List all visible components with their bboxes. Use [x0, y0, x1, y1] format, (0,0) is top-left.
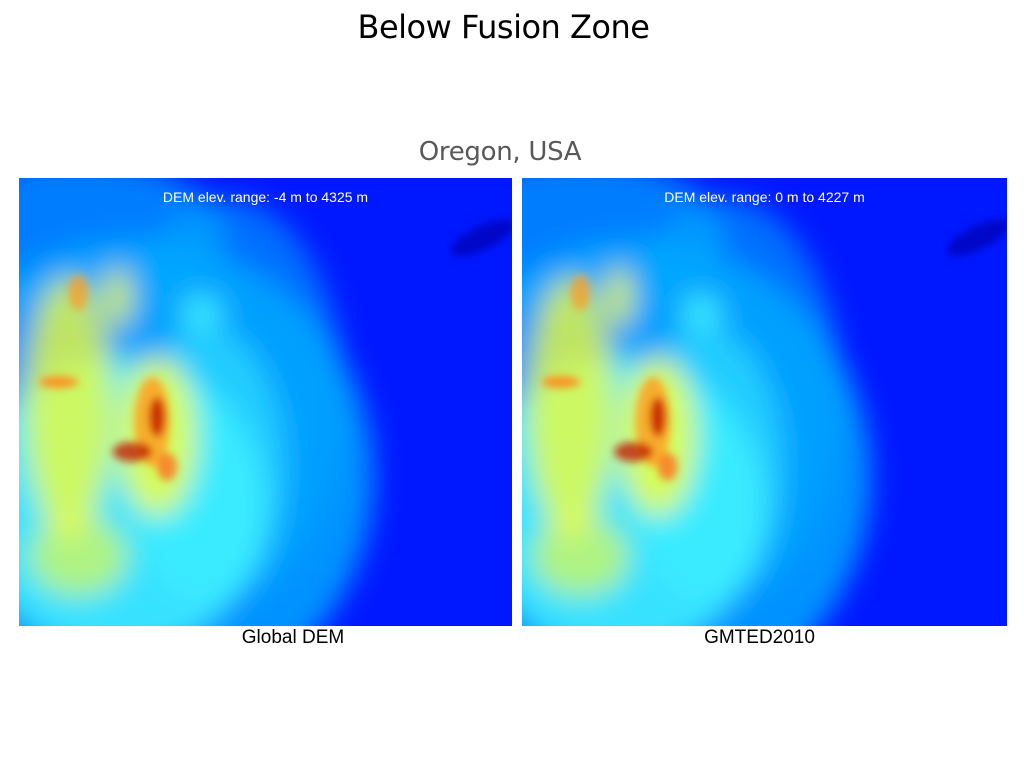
elevation-range-label: DEM elev. range: 0 m to 4227 m [664, 189, 865, 205]
panel-caption-global-dem: Global DEM [241, 627, 345, 648]
slide-title: Below Fusion Zone [357, 8, 650, 46]
slide-subtitle: Oregon, USA [418, 137, 582, 167]
elevation-map-global-dem [19, 178, 512, 626]
elevation-range-label: DEM elev. range: -4 m to 4325 m [162, 189, 369, 205]
panel-caption-gmted2010: GMTED2010 [704, 627, 815, 648]
dem-map-panel-global-dem: DEM elev. range: -4 m to 4325 m [19, 178, 512, 626]
elevation-map-gmted2010 [522, 178, 1007, 626]
dem-map-panel-gmted2010: DEM elev. range: 0 m to 4227 m [522, 178, 1007, 626]
